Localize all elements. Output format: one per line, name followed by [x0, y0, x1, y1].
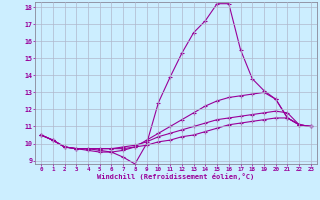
- X-axis label: Windchill (Refroidissement éolien,°C): Windchill (Refroidissement éolien,°C): [97, 173, 255, 180]
